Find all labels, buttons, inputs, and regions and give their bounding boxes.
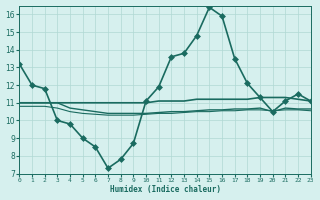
X-axis label: Humidex (Indice chaleur): Humidex (Indice chaleur) xyxy=(109,185,220,194)
